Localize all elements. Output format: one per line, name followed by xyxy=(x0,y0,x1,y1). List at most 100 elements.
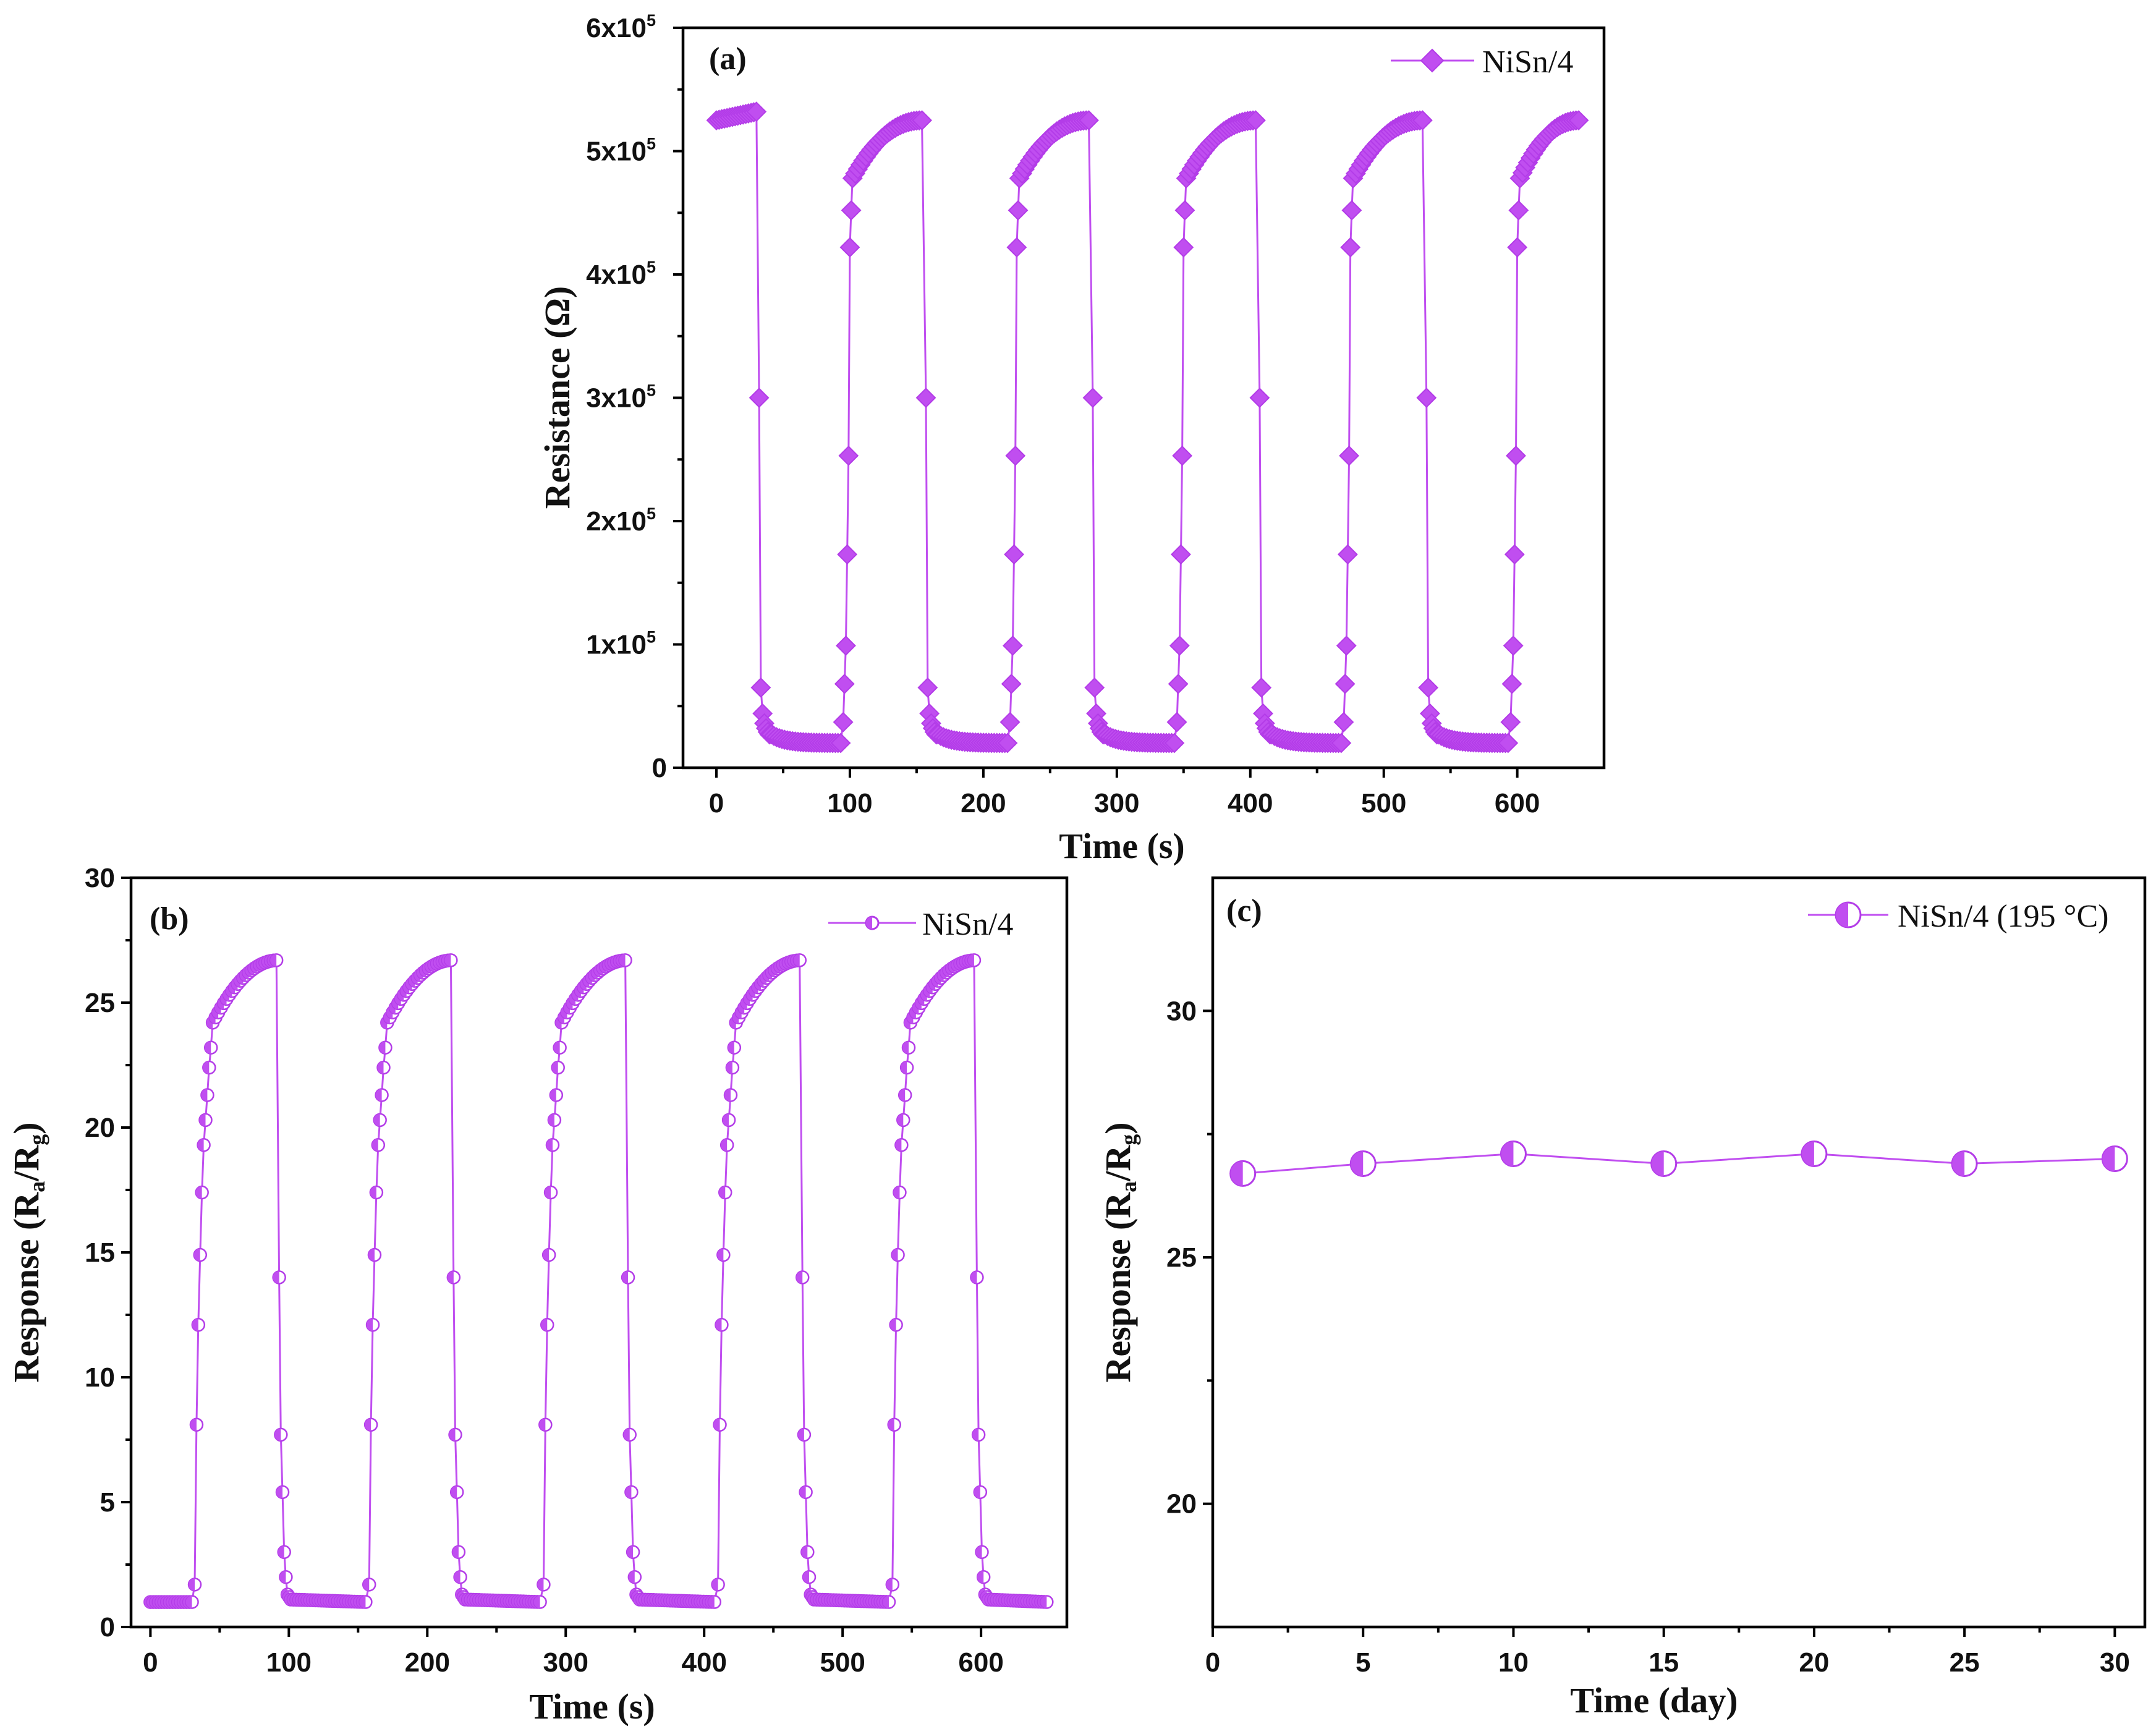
data-point xyxy=(915,388,936,408)
data-point-fill xyxy=(447,1271,454,1284)
x-tick-label-b: 100 xyxy=(266,1647,312,1678)
data-point xyxy=(719,1138,734,1152)
y-tick-label-c: 30 xyxy=(1166,996,1197,1026)
data-point-fill xyxy=(1651,1151,1664,1176)
data-point-fill xyxy=(796,1271,803,1284)
data-point-fill xyxy=(205,1041,211,1054)
y-tick-label-b: 5 xyxy=(100,1487,115,1518)
data-point-fill xyxy=(977,1571,984,1584)
data-point-fill xyxy=(2102,1146,2115,1171)
data-point xyxy=(1501,673,1522,694)
data-point-fill xyxy=(625,1485,632,1498)
data-point xyxy=(187,1578,202,1592)
data-point xyxy=(1349,1150,1377,1177)
data-point xyxy=(1500,1141,1527,1168)
data-point-fill xyxy=(723,1113,729,1126)
x-axis-title-c: Time (day) xyxy=(1570,1680,1738,1720)
data-point xyxy=(376,1060,391,1075)
x-tick-label-b: 0 xyxy=(143,1647,158,1678)
data-point xyxy=(881,1595,896,1609)
data-point xyxy=(1568,110,1589,131)
data-point xyxy=(1498,733,1519,754)
data-point xyxy=(200,1088,214,1102)
data-point xyxy=(1079,110,1099,131)
data-point-fill xyxy=(551,1061,558,1074)
legend-marker-b xyxy=(865,915,880,930)
data-point-fill xyxy=(975,1545,982,1558)
data-point xyxy=(1336,635,1357,656)
data-point xyxy=(193,1247,208,1262)
data-point-fill xyxy=(627,1545,634,1558)
data-point-fill xyxy=(363,1578,370,1591)
data-point xyxy=(453,1570,467,1584)
data-point xyxy=(800,1545,815,1560)
data-point xyxy=(716,1247,731,1262)
data-point xyxy=(912,110,932,131)
data-point xyxy=(1173,237,1194,258)
data-point xyxy=(723,1088,738,1102)
data-point xyxy=(185,1595,199,1609)
data-point xyxy=(1008,200,1029,221)
data-point-fill xyxy=(1230,1161,1243,1186)
plot-area-frame-a xyxy=(681,26,1606,770)
legend-label-c: NiSn/4 (195 °C) xyxy=(1898,899,2108,934)
data-point-fill xyxy=(548,1113,554,1126)
data-point-fill xyxy=(190,1418,197,1431)
series-nisn4-195c xyxy=(1229,1141,2128,1187)
data-point xyxy=(549,1088,564,1102)
x-tick-label-a: 300 xyxy=(1094,788,1139,818)
y-tick-label-a: 0 xyxy=(652,753,667,783)
data-point-fill xyxy=(367,1319,373,1332)
y-axis-title-b-end: ) xyxy=(6,1122,46,1134)
data-point xyxy=(1507,237,1528,258)
data-point-fill xyxy=(888,1418,894,1431)
data-point xyxy=(1002,635,1023,656)
data-point xyxy=(195,1185,209,1200)
data-point xyxy=(197,1138,211,1152)
data-point-fill xyxy=(708,1595,715,1608)
data-point xyxy=(375,1088,389,1102)
x-axis-title-b: Time (s) xyxy=(529,1686,655,1727)
data-point-fill xyxy=(628,1571,635,1584)
data-point xyxy=(1337,544,1358,565)
data-point-fill xyxy=(974,1485,980,1498)
y-axis-title-c-sub-a: a xyxy=(1116,1181,1141,1192)
data-point xyxy=(1508,200,1529,221)
data-point-fill xyxy=(533,1595,540,1608)
data-point-fill xyxy=(359,1595,366,1608)
data-point-fill xyxy=(972,1428,979,1441)
data-point xyxy=(541,1247,556,1262)
y-axis-title-a: Resistance (Ω) xyxy=(537,286,577,509)
data-point xyxy=(1006,237,1027,258)
data-point xyxy=(627,1570,642,1584)
data-point xyxy=(626,1545,640,1560)
y-axis-title-c-mid: /R xyxy=(1098,1145,1138,1182)
data-point-fill xyxy=(967,954,974,967)
x-tick-label-c: 20 xyxy=(1799,1647,1829,1678)
x-tick-label-b: 200 xyxy=(405,1647,450,1678)
data-point xyxy=(707,1595,722,1609)
data-point xyxy=(1416,388,1437,408)
data-point-fill xyxy=(545,1186,551,1199)
data-point-fill xyxy=(278,1545,284,1558)
data-point-fill xyxy=(371,1139,378,1152)
data-point-fill xyxy=(185,1595,192,1608)
data-point xyxy=(1341,200,1362,221)
data-point-fill xyxy=(444,954,451,967)
data-point-fill xyxy=(724,1089,731,1102)
data-point xyxy=(725,1060,740,1075)
data-point xyxy=(1245,110,1266,131)
data-point xyxy=(1164,733,1185,754)
data-point xyxy=(802,1570,817,1584)
data-point xyxy=(362,1578,376,1592)
data-point-fill xyxy=(449,1428,456,1441)
data-point-fill xyxy=(273,1271,279,1284)
y-tick-label-b: 20 xyxy=(85,1113,115,1143)
data-point-fill xyxy=(1501,1141,1514,1166)
y-axis-b: 0 5 10 15 20 25 30 xyxy=(85,863,131,1642)
data-point xyxy=(711,1578,725,1592)
data-point xyxy=(1335,673,1356,694)
data-point xyxy=(202,1060,216,1075)
data-point xyxy=(279,1570,293,1584)
data-point-fill xyxy=(195,1186,202,1199)
